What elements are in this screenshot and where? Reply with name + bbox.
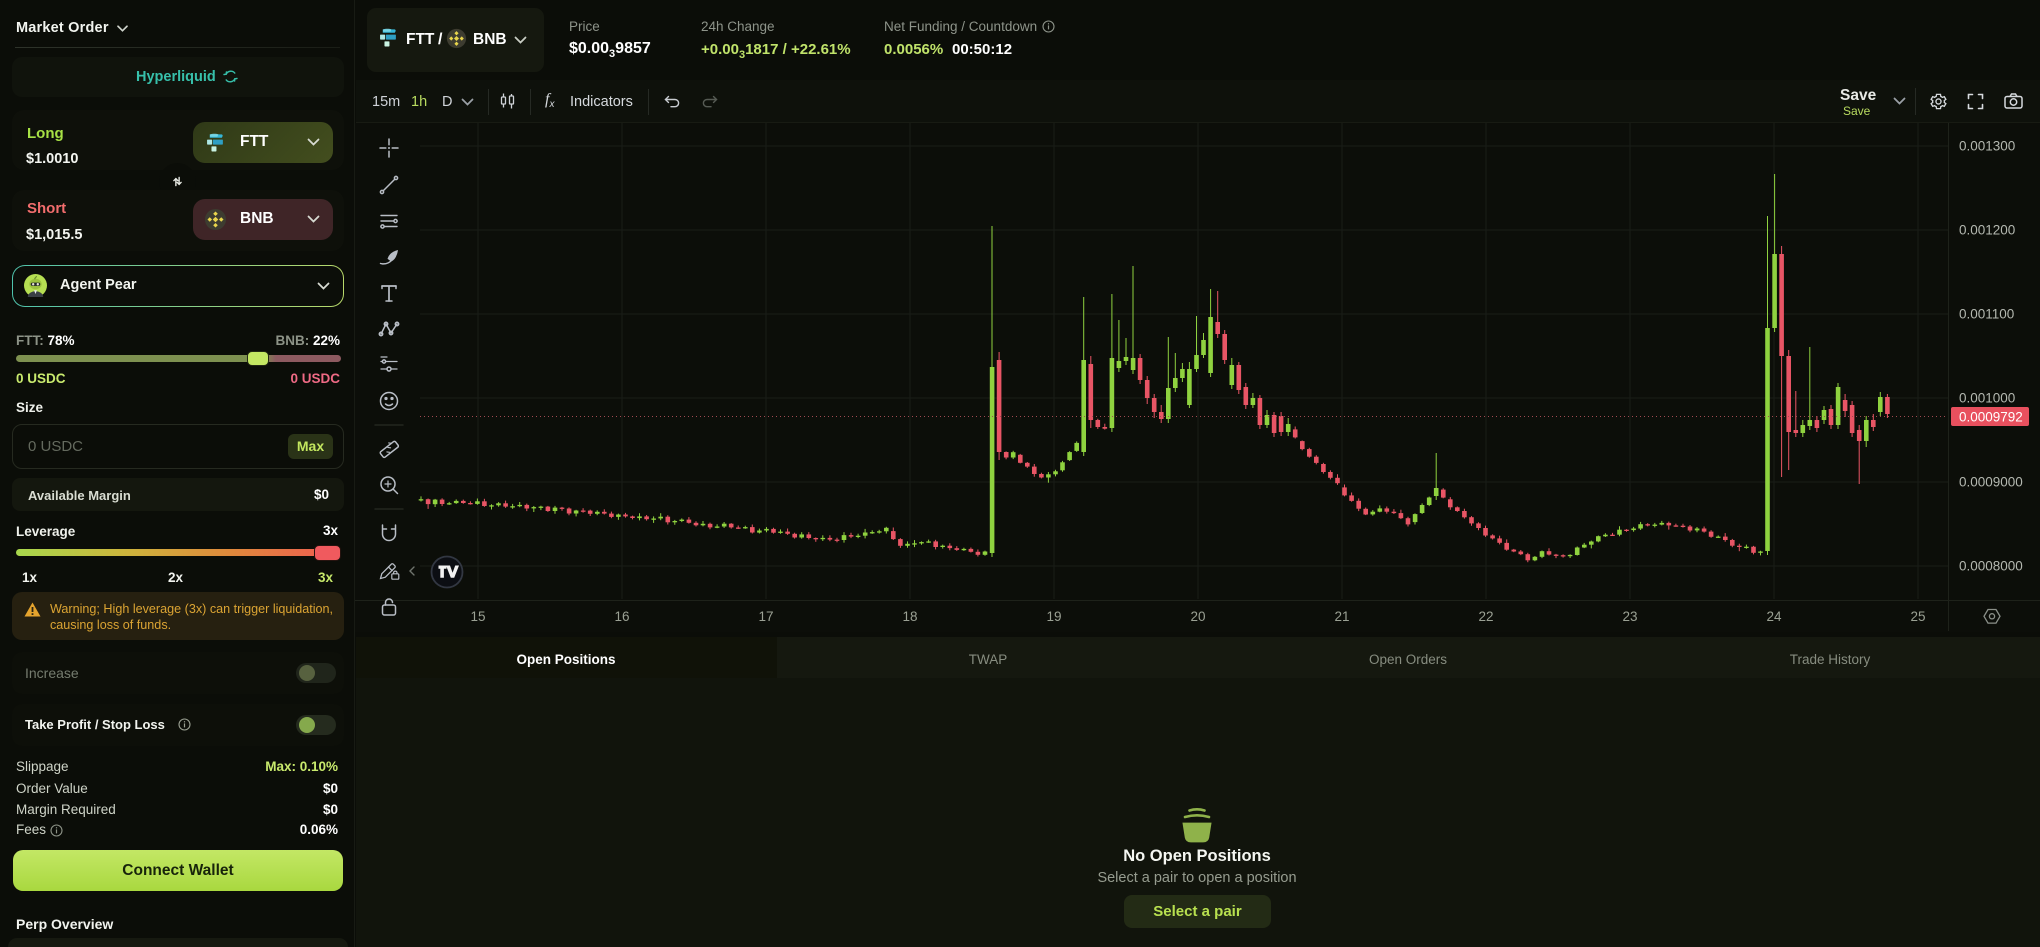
svg-text:19: 19 [1046,609,1061,624]
svg-text:23: 23 [1622,609,1637,624]
svg-text:22: 22 [1478,609,1493,624]
svg-text:0.0008000: 0.0008000 [1959,559,2023,574]
svg-text:24: 24 [1766,609,1782,624]
svg-text:0.001300: 0.001300 [1959,139,2015,154]
svg-text:0.0009792: 0.0009792 [1959,410,2023,425]
svg-text:18: 18 [902,609,917,624]
svg-text:17: 17 [758,609,773,624]
svg-text:25: 25 [1910,609,1925,624]
svg-text:20: 20 [1190,609,1205,624]
svg-text:15: 15 [470,609,485,624]
svg-text:0.001200: 0.001200 [1959,223,2015,238]
svg-text:0.001000: 0.001000 [1959,391,2015,406]
svg-text:0.001100: 0.001100 [1959,307,2014,322]
svg-text:16: 16 [614,609,629,624]
svg-text:0.0009000: 0.0009000 [1959,475,2023,490]
svg-text:21: 21 [1334,609,1349,624]
